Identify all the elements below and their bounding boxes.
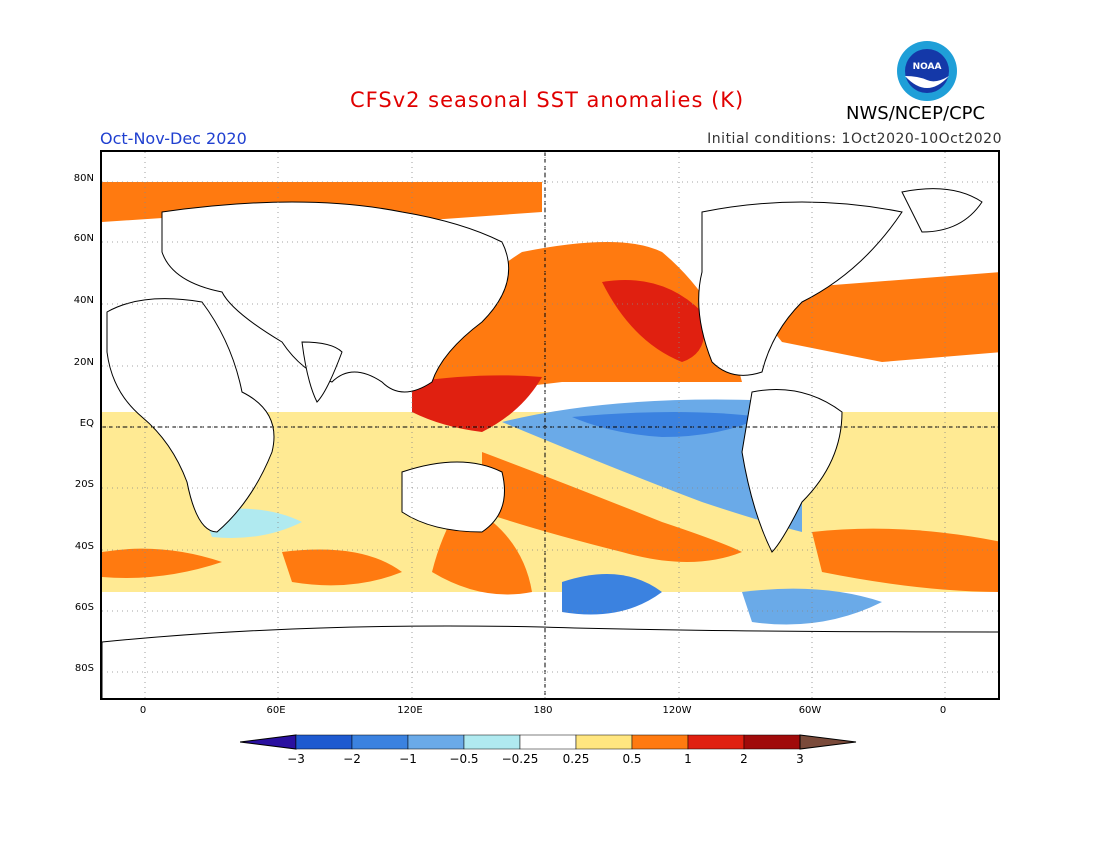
colorbar-label: 1 bbox=[684, 752, 692, 766]
anomaly-cold-southern-pacific bbox=[562, 574, 662, 615]
lat-label-40n: 40N bbox=[73, 295, 94, 306]
colorbar-segment-2 bbox=[351, 734, 409, 750]
svg-text:NOAA: NOAA bbox=[913, 62, 942, 72]
colorbar bbox=[240, 734, 857, 750]
season-label: Oct-Nov-Dec 2020 bbox=[100, 129, 247, 148]
colorbar-label: 0.5 bbox=[622, 752, 642, 766]
chart-title: CFSv2 seasonal SST anomalies (K) bbox=[350, 88, 745, 112]
lat-label-eq: EQ bbox=[79, 418, 94, 429]
anomaly-warm-west-pacific bbox=[412, 375, 542, 432]
colorbar-segment-5 bbox=[519, 734, 577, 750]
colorbar-label: −2 bbox=[343, 752, 361, 766]
colorbar-segment-3 bbox=[407, 734, 465, 750]
lat-label-60s: 60S bbox=[74, 602, 94, 613]
anomaly-cold-southern-pacific-east bbox=[742, 588, 882, 625]
colorbar-label: −0.25 bbox=[501, 752, 539, 766]
colorbar-segment-6 bbox=[575, 734, 633, 750]
lon-label-4: 120W bbox=[662, 705, 692, 716]
lat-label-20n: 20N bbox=[73, 357, 94, 368]
anomaly-warm-southern-band bbox=[102, 548, 222, 578]
anomaly-warm-south-pacific bbox=[482, 452, 742, 562]
continents bbox=[102, 188, 998, 698]
sst-anomaly-map bbox=[100, 150, 1000, 700]
anomaly-warm-southern-indian bbox=[282, 549, 402, 586]
colorbar-segment-8 bbox=[687, 734, 745, 750]
colorbar-arrow-high bbox=[799, 734, 857, 750]
anomaly-warm-south-atlantic bbox=[812, 528, 998, 592]
anomaly-strong-north-pacific bbox=[602, 280, 705, 362]
colorbar-label: 3 bbox=[796, 752, 804, 766]
lat-label-20s: 20S bbox=[74, 479, 94, 490]
anomaly-cold-mid-equator bbox=[572, 412, 762, 437]
lon-label-6: 0 bbox=[939, 705, 947, 716]
colorbar-label: −3 bbox=[287, 752, 305, 766]
colorbar-arrow-low bbox=[240, 734, 297, 750]
lon-label-2: 120E bbox=[397, 705, 423, 716]
anomaly-cold-equatorial-pacific bbox=[502, 399, 802, 532]
lat-label-40s: 40S bbox=[74, 541, 94, 552]
colorbar-segment-1 bbox=[295, 734, 353, 750]
agency-label: NWS/NCEP/CPC bbox=[846, 103, 986, 124]
lon-label-1: 60E bbox=[266, 705, 286, 716]
lat-label-60n: 60N bbox=[73, 233, 94, 244]
colorbar-segment-7 bbox=[631, 734, 689, 750]
colorbar-segment-4 bbox=[463, 734, 521, 750]
colorbar-label: −1 bbox=[399, 752, 417, 766]
initial-conditions-label: Initial conditions: 1Oct2020-10Oct2020 bbox=[707, 131, 1002, 147]
lon-label-3: 180 bbox=[533, 705, 553, 716]
lon-label-0: 0 bbox=[139, 705, 147, 716]
lon-label-5: 60W bbox=[798, 705, 822, 716]
noaa-logo: NOAA bbox=[897, 41, 957, 101]
colorbar-segment-9 bbox=[743, 734, 801, 750]
lat-label-80s: 80S bbox=[74, 663, 94, 674]
colorbar-label: −0.5 bbox=[449, 752, 479, 766]
lat-label-80n: 80N bbox=[73, 173, 94, 184]
colorbar-label: 0.25 bbox=[562, 752, 590, 766]
colorbar-label: 2 bbox=[740, 752, 748, 766]
